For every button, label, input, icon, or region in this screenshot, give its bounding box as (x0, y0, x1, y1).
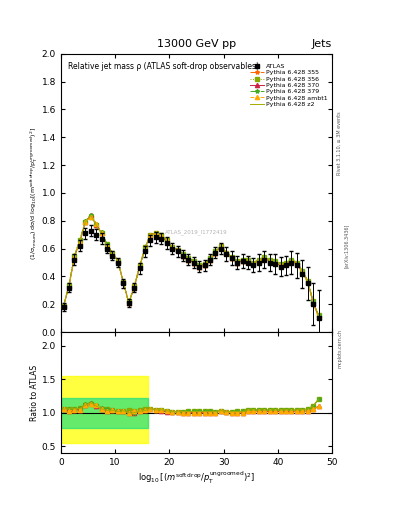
Text: Jets: Jets (312, 38, 332, 49)
Y-axis label: (1/σ$_{\mathrm{resum}}$) dσ/d log$_{10}$[(m$^{\mathrm{soft\,drop}}$/p$_{\mathrm{: (1/σ$_{\mathrm{resum}}$) dσ/d log$_{10}$… (29, 126, 40, 260)
Text: mcplots.cern.ch: mcplots.cern.ch (337, 329, 342, 368)
Text: ATLAS_2019_I1772419: ATLAS_2019_I1772419 (165, 229, 228, 234)
Text: Relative jet mass ρ (ATLAS soft-drop observables): Relative jet mass ρ (ATLAS soft-drop obs… (68, 62, 259, 71)
Legend: ATLAS, Pythia 6.428 355, Pythia 6.428 356, Pythia 6.428 370, Pythia 6.428 379, P: ATLAS, Pythia 6.428 355, Pythia 6.428 35… (249, 62, 329, 108)
Y-axis label: Ratio to ATLAS: Ratio to ATLAS (30, 365, 39, 421)
Text: [arXiv:1306.3436]: [arXiv:1306.3436] (344, 224, 349, 268)
X-axis label: $\log_{10}[(m^{\mathrm{soft\,drop}}/p_{\mathrm{T}}^{\mathrm{ungroomed}})^2]$: $\log_{10}[(m^{\mathrm{soft\,drop}}/p_{\… (138, 470, 255, 486)
Text: Rivet 3.1.10, ≥ 3M events: Rivet 3.1.10, ≥ 3M events (337, 112, 342, 175)
Text: 13000 GeV pp: 13000 GeV pp (157, 38, 236, 49)
